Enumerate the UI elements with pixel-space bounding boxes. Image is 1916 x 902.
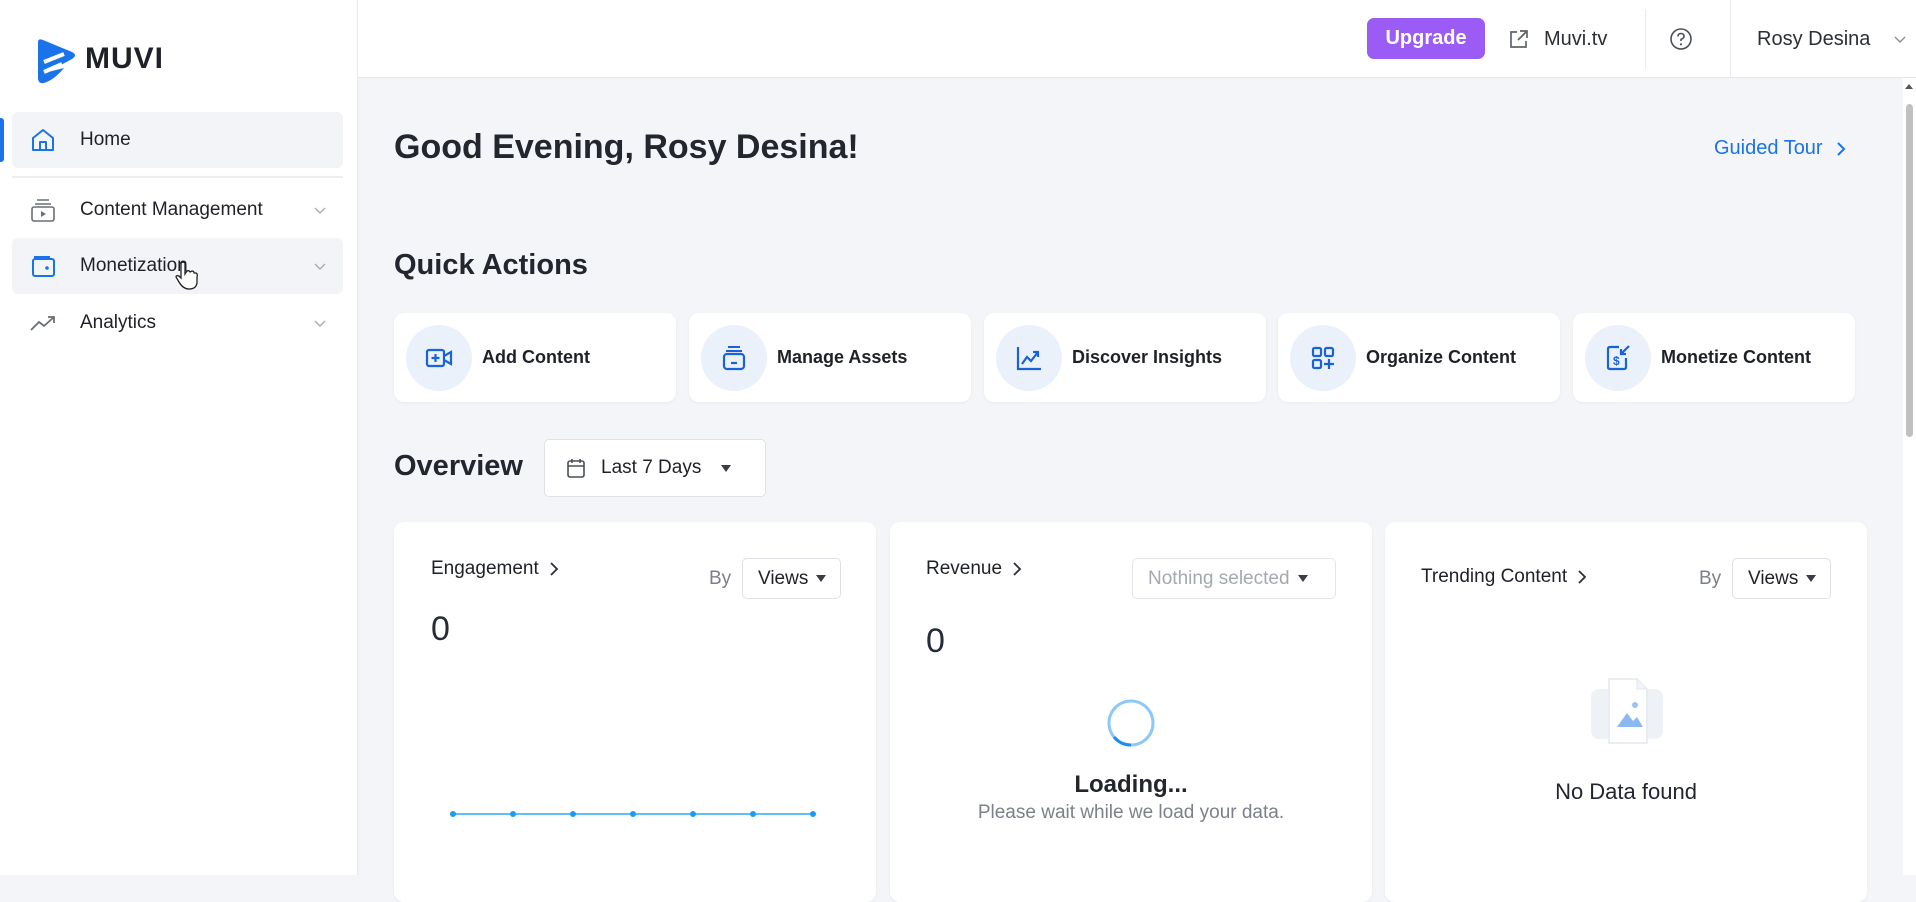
add-video-icon (406, 325, 472, 391)
quick-action-label: Organize Content (1366, 347, 1517, 367)
date-range-dropdown[interactable]: Last 7 Days (544, 439, 766, 497)
engagement-chart (450, 811, 816, 817)
muvi-logo-icon (34, 38, 78, 89)
user-menu[interactable]: Rosy Desina (1757, 0, 1908, 78)
quick-action-discover-insights[interactable]: Discover Insights (984, 313, 1266, 402)
svg-text:$: $ (1613, 354, 1620, 368)
calendar-icon (567, 459, 585, 478)
sidebar-item-content-management[interactable]: Content Management (12, 182, 343, 238)
guided-tour-label: Guided Tour (1714, 137, 1823, 159)
sidebar-item-label: Home (80, 129, 131, 150)
select-value: Views (758, 567, 809, 589)
caret-down-icon (1297, 575, 1308, 582)
caret-down-icon (721, 464, 732, 472)
active-indicator (0, 118, 4, 162)
home-icon (32, 129, 54, 151)
divider (12, 176, 343, 178)
sidebar: MUVI Home Content Management Monetizatio… (0, 0, 358, 875)
chevron-down-icon (1894, 36, 1906, 43)
caret-down-icon (816, 575, 827, 582)
top-header: Upgrade Muvi.tv Rosy Desina (358, 0, 1916, 78)
assets-icon (701, 325, 767, 391)
engagement-point (690, 811, 696, 817)
caret-down-icon (1806, 575, 1817, 582)
engagement-point (450, 811, 456, 817)
engagement-title: Engagement (431, 558, 539, 579)
overview-title: Overview (394, 450, 523, 482)
trending-title-link[interactable]: Trending Content (1421, 566, 1587, 588)
no-data-icon (1591, 678, 1663, 744)
muvi-tv-label: Muvi.tv (1544, 27, 1608, 50)
quick-action-add-content[interactable]: Add Content (394, 313, 676, 402)
quick-action-manage-assets[interactable]: Manage Assets (689, 313, 971, 402)
by-label: By (709, 568, 732, 589)
loading-spinner-icon (1107, 699, 1155, 747)
divider (1645, 9, 1646, 69)
external-link-icon (1510, 30, 1528, 48)
revenue-card: Revenue Nothing selected 0 Loading... Pl… (890, 522, 1372, 902)
user-name: Rosy Desina (1757, 27, 1871, 50)
engagement-point (510, 811, 516, 817)
hand-cursor-icon (175, 261, 198, 290)
trending-content-card: Trending Content By Views No Data found (1385, 522, 1867, 902)
sidebar-item-analytics[interactable]: Analytics (12, 295, 343, 351)
quick-action-monetize-content[interactable]: $ Monetize Content (1573, 313, 1855, 402)
engagement-point (570, 811, 576, 817)
guided-tour-link[interactable]: Guided Tour (1714, 137, 1847, 160)
chart-icon (996, 325, 1062, 391)
by-label: By (1699, 568, 1722, 589)
content-stack-icon (31, 199, 55, 222)
muvi-tv-link[interactable]: Muvi.tv (1508, 0, 1607, 78)
revenue-title: Revenue (926, 558, 1003, 579)
trend-icon (30, 316, 55, 331)
engagement-title-link[interactable]: Engagement (431, 558, 559, 580)
chevron-down-icon (314, 263, 326, 270)
engagement-value: 0 (431, 610, 450, 648)
chevron-right-icon (1836, 141, 1846, 156)
chevron-down-icon (314, 320, 326, 327)
dollar-icon: $ (1585, 325, 1651, 391)
no-data-text: No Data found (1555, 779, 1697, 804)
trending-metric-select[interactable]: Views (1732, 558, 1831, 599)
quick-action-label: Add Content (482, 347, 590, 367)
chevron-right-icon (550, 562, 559, 576)
upgrade-button[interactable]: Upgrade (1367, 18, 1485, 59)
date-range-value: Last 7 Days (601, 457, 702, 478)
select-value: Views (1748, 567, 1799, 589)
engagement-point (750, 811, 756, 817)
trending-title: Trending Content (1421, 566, 1568, 587)
chevron-right-icon (1013, 562, 1022, 576)
engagement-metric-select[interactable]: Views (742, 558, 841, 599)
greeting-title: Good Evening, Rosy Desina! (394, 128, 859, 166)
scroll-up-arrow-icon[interactable] (1905, 84, 1913, 89)
chevron-down-icon (314, 207, 326, 214)
select-placeholder: Nothing selected (1148, 567, 1290, 589)
sidebar-item-monetization[interactable]: Monetization (12, 238, 343, 294)
quick-action-label: Monetize Content (1661, 347, 1811, 367)
chevron-right-icon (1578, 570, 1587, 584)
revenue-select[interactable]: Nothing selected (1132, 558, 1336, 599)
scrollbar-thumb[interactable] (1906, 104, 1913, 437)
divider (1730, 0, 1731, 78)
wallet-icon (32, 256, 55, 277)
revenue-title-link[interactable]: Revenue (926, 558, 1022, 580)
quick-action-organize-content[interactable]: Organize Content (1278, 313, 1560, 402)
engagement-card: Engagement By Views 0 (394, 522, 876, 902)
grid-plus-icon (1290, 325, 1356, 391)
scrollbar[interactable] (1903, 78, 1916, 875)
quick-actions-title: Quick Actions (394, 249, 588, 281)
revenue-value: 0 (926, 622, 945, 660)
help-icon[interactable] (1669, 27, 1693, 51)
quick-action-label: Discover Insights (1072, 347, 1223, 367)
sidebar-item-label: Content Management (80, 199, 263, 220)
loading-subtext: Please wait while we load your data. (977, 802, 1285, 823)
sidebar-item-home[interactable]: Home (12, 112, 343, 168)
quick-action-label: Manage Assets (777, 347, 908, 367)
engagement-point (810, 811, 816, 817)
brand-name: MUVI (85, 42, 164, 75)
sidebar-item-label: Analytics (80, 312, 157, 333)
sidebar-item-label: Monetization (80, 255, 188, 276)
loading-text: Loading... (1074, 771, 1188, 798)
engagement-point (630, 811, 636, 817)
